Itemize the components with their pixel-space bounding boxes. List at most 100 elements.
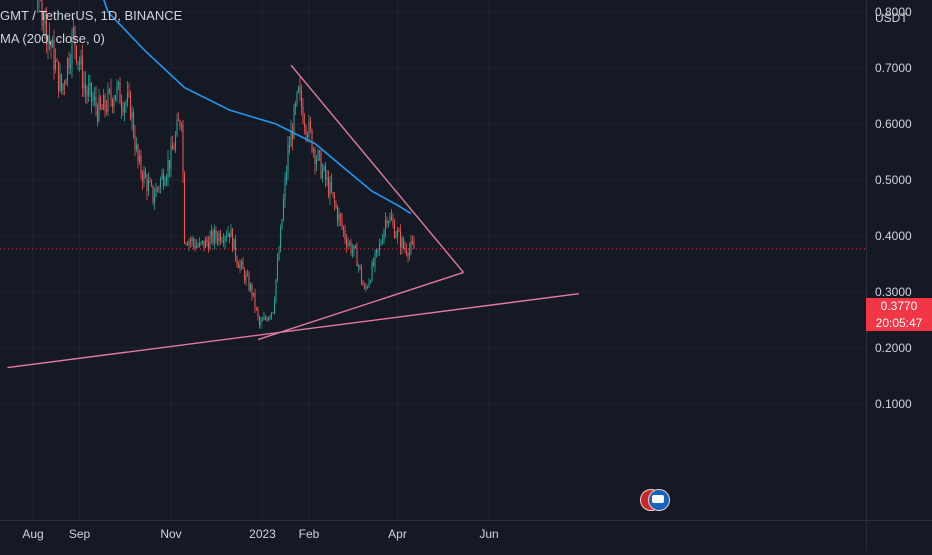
- candle-body: [173, 149, 175, 151]
- candle-body: [135, 144, 138, 150]
- candle-body: [185, 243, 187, 245]
- candle-body: [275, 279, 277, 300]
- candle-body: [278, 250, 280, 260]
- candle-body: [264, 316, 267, 319]
- candle-body: [323, 165, 325, 170]
- candle-body: [137, 144, 139, 162]
- candle-body: [410, 241, 412, 249]
- candle-body: [252, 292, 255, 296]
- candle-body: [108, 89, 111, 91]
- candle-body: [155, 187, 157, 197]
- candle-body: [132, 112, 135, 136]
- candle-body: [243, 269, 246, 281]
- candle-body: [117, 82, 120, 85]
- candle-body: [380, 243, 382, 245]
- candle-body: [42, 24, 45, 26]
- candle-body: [363, 285, 366, 289]
- candle-body: [170, 145, 172, 169]
- candle-body: [401, 238, 403, 249]
- candle-body: [206, 239, 208, 243]
- candle-body: [249, 284, 252, 290]
- candle-body: [302, 106, 304, 123]
- candle-body: [213, 229, 216, 243]
- candle-body: [221, 240, 223, 242]
- candle-body: [267, 317, 270, 321]
- candle-body: [186, 243, 189, 246]
- candle-body: [248, 275, 250, 290]
- candle-body: [351, 250, 354, 253]
- candle-body: [359, 265, 361, 268]
- candle-body: [75, 46, 78, 63]
- candle-body: [287, 145, 289, 173]
- event-flag-icon[interactable]: [640, 489, 670, 511]
- candle-body: [336, 207, 339, 221]
- candle-body: [77, 61, 79, 63]
- candle-body: [45, 12, 48, 45]
- candle-body: [95, 96, 97, 108]
- candle-body: [356, 247, 358, 267]
- candle-body: [231, 229, 234, 251]
- y-tick-label: 0.6000: [875, 117, 912, 131]
- candle-body: [315, 159, 318, 165]
- candle-body: [162, 173, 165, 186]
- candle-body: [74, 27, 76, 47]
- candle-body: [147, 181, 150, 192]
- y-tick-label: 0.2000: [875, 341, 912, 355]
- candle-body: [374, 252, 376, 266]
- candle-body: [200, 242, 202, 244]
- x-tick-label: Apr: [388, 527, 407, 541]
- y-tick-label: 0.7000: [875, 61, 912, 75]
- candle-body: [339, 214, 342, 219]
- candle-body: [78, 61, 81, 65]
- candle-body: [63, 83, 66, 85]
- candle-body: [219, 233, 222, 242]
- x-tick-label: Jun: [479, 527, 498, 541]
- candle-body: [65, 80, 67, 85]
- candle-body: [338, 214, 340, 221]
- candle-body: [255, 307, 258, 310]
- candle-body: [189, 240, 192, 242]
- candle-body: [353, 245, 355, 251]
- candle-body: [239, 264, 241, 269]
- candle-body: [344, 230, 346, 240]
- candle-body: [44, 12, 46, 25]
- candle-body: [156, 187, 159, 189]
- candle-body: [224, 236, 226, 242]
- candle-body: [281, 219, 283, 229]
- candle-body: [182, 125, 184, 174]
- candle-body: [107, 89, 109, 112]
- candle-body: [402, 238, 405, 248]
- candle-body: [251, 284, 253, 296]
- candle-body: [204, 239, 207, 248]
- candle-body: [176, 120, 178, 136]
- candle-body: [272, 312, 274, 314]
- candle-body: [60, 74, 63, 91]
- candle-body: [392, 220, 394, 224]
- candle-body: [71, 33, 73, 65]
- candle-body: [365, 286, 367, 289]
- candle-body: [320, 152, 322, 178]
- candle-body: [297, 87, 300, 93]
- candle-body: [333, 194, 336, 204]
- candle-body: [317, 150, 319, 160]
- grid-lines: [0, 0, 866, 520]
- price-unit-label: USDT: [875, 11, 908, 25]
- candle-body: [179, 120, 181, 127]
- candle-body: [131, 112, 133, 119]
- candle-body: [411, 241, 414, 244]
- candle-body: [236, 257, 238, 265]
- candle-body: [387, 221, 390, 224]
- candle-body: [273, 299, 276, 313]
- candle-body: [86, 91, 88, 96]
- symbol-legend[interactable]: GMT / TetherUS, 1D, BINANCE: [0, 8, 183, 23]
- candle-body: [360, 267, 363, 282]
- candle-body: [47, 35, 49, 45]
- candle-body: [153, 196, 156, 203]
- candle-body: [104, 95, 106, 110]
- candle-body: [72, 27, 75, 34]
- candle-body: [347, 243, 349, 246]
- ma-legend[interactable]: MA (200, close, 0): [0, 31, 105, 46]
- candle-body: [332, 191, 334, 195]
- candle-body: [303, 122, 306, 127]
